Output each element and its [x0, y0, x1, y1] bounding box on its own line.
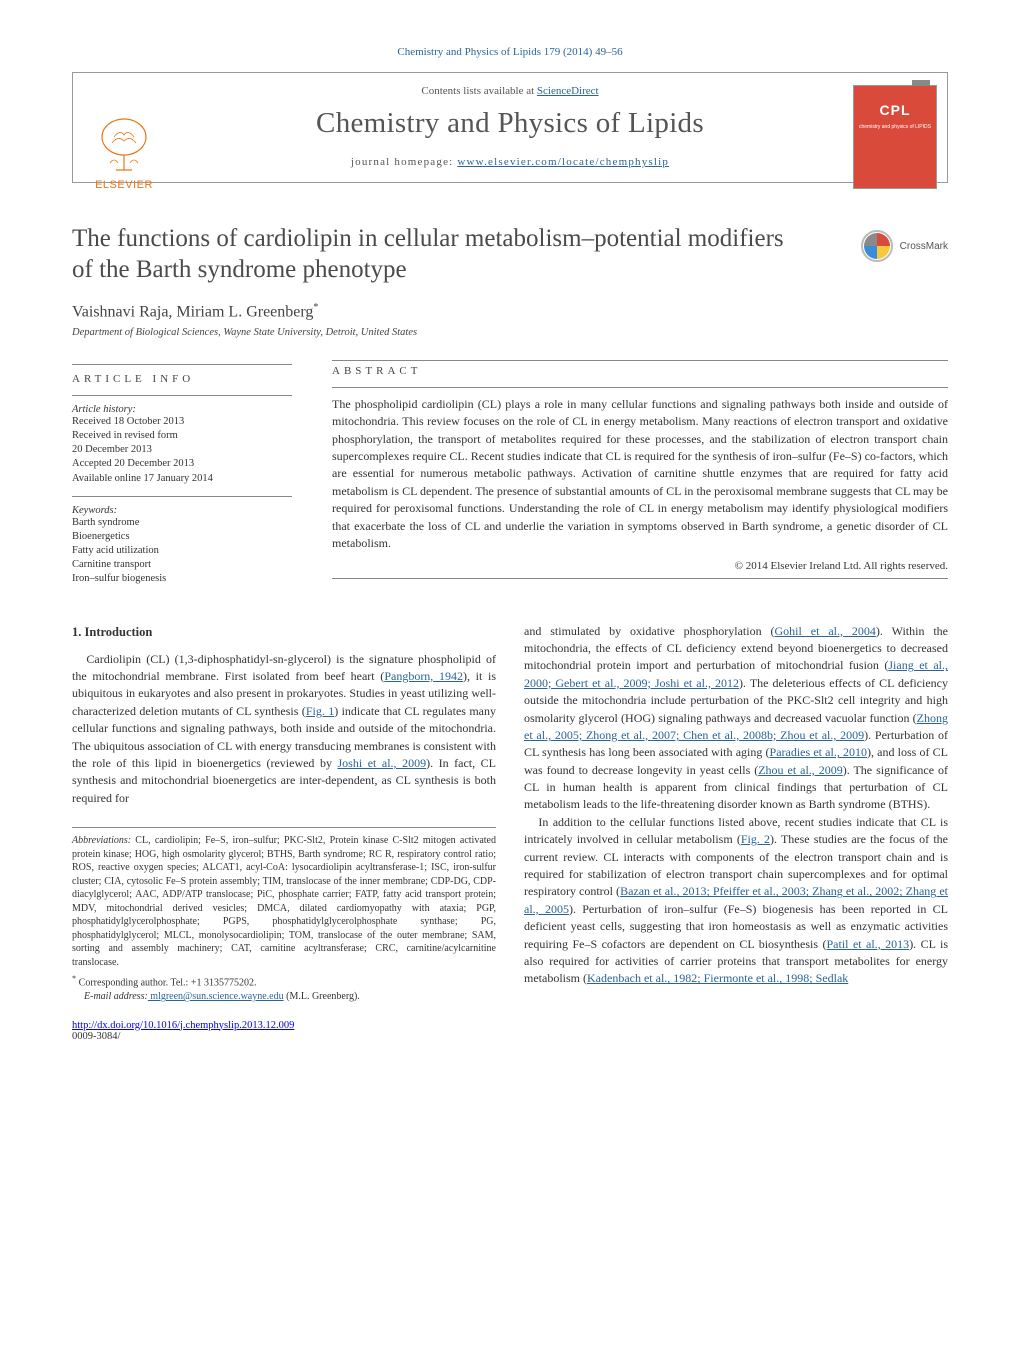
email-label: E-mail address:	[84, 991, 148, 1002]
journal-header: ELSEVIER CPL chemistry and physics of LI…	[72, 72, 948, 183]
figure-link[interactable]: Fig. 1	[306, 704, 334, 718]
citation-text: Chemistry and Physics of Lipids 179 (201…	[397, 46, 622, 58]
keyword-item: Barth syndrome	[72, 516, 292, 530]
history-revised-b: 20 December 2013	[72, 443, 292, 457]
reference-link[interactable]: Joshi et al., 2009	[338, 756, 427, 770]
keyword-item: Bioenergetics	[72, 530, 292, 544]
email-footnote: E-mail address: mlgreen@sun.science.wayn…	[72, 990, 496, 1004]
article-history-label: Article history:	[72, 404, 292, 415]
authors-line: Vaishnavi Raja, Miriam L. Greenberg*	[72, 302, 948, 321]
reference-link[interactable]: Patil et al., 2013	[826, 937, 909, 951]
history-revised-a: Received in revised form	[72, 429, 292, 443]
doi-block: http://dx.doi.org/10.1016/j.chemphyslip.…	[72, 1020, 948, 1042]
reference-link[interactable]: Gohil et al., 2004	[775, 624, 876, 638]
article-info-label: ARTICLE INFO	[72, 373, 292, 385]
journal-homepage-link[interactable]: www.elsevier.com/locate/chemphyslip	[457, 156, 669, 168]
affiliation: Department of Biological Sciences, Wayne…	[72, 327, 948, 338]
running-head: Chemistry and Physics of Lipids 179 (201…	[72, 46, 948, 58]
history-received: Received 18 October 2013	[72, 415, 292, 429]
footnotes-block: Abbreviations: CL, cardiolipin; Fe–S, ir…	[72, 827, 496, 1003]
cover-subtitle: chemistry and physics of LIPIDS	[859, 124, 931, 130]
email-suffix: (M.L. Greenberg).	[284, 991, 360, 1002]
email-link[interactable]: mlgreen@sun.science.wayne.edu	[148, 991, 284, 1002]
section-heading: 1. Introduction	[72, 623, 496, 641]
journal-cover-thumbnail: CPL chemistry and physics of LIPIDS	[853, 85, 937, 189]
column-left: 1. Introduction Cardiolipin (CL) (1,3-di…	[72, 623, 496, 1004]
corresponding-author-footnote: * Corresponding author. Tel.: +1 3135775…	[72, 973, 496, 990]
figure-link[interactable]: Fig. 2	[741, 832, 770, 846]
crossmark-label: CrossMark	[900, 241, 948, 252]
cover-cpl-text: CPL	[880, 102, 911, 118]
issn-text: 0009-3084/	[72, 1031, 120, 1042]
authors-names: Vaishnavi Raja, Miriam L. Greenberg	[72, 303, 313, 320]
column-right: and stimulated by oxidative phosphorylat…	[524, 623, 948, 1004]
elsevier-logo: ELSEVIER	[83, 101, 165, 191]
intro-paragraph-1: Cardiolipin (CL) (1,3-diphosphatidyl-sn-…	[72, 651, 496, 808]
intro-continuation: and stimulated by oxidative phosphorylat…	[524, 623, 948, 814]
abbreviations-footnote: Abbreviations: CL, cardiolipin; Fe–S, ir…	[72, 834, 496, 969]
keyword-item: Fatty acid utilization	[72, 544, 292, 558]
article-title: The functions of cardiolipin in cellular…	[72, 223, 792, 286]
intro-paragraph-2: In addition to the cellular functions li…	[524, 814, 948, 988]
elsevier-logo-text: ELSEVIER	[95, 179, 153, 191]
homepage-label: journal homepage:	[351, 156, 458, 168]
contents-available-line: Contents lists available at ScienceDirec…	[183, 85, 837, 97]
crossmark-badge[interactable]: CrossMark	[860, 229, 948, 263]
copyright-line: © 2014 Elsevier Ireland Ltd. All rights …	[332, 560, 948, 572]
journal-name: Chemistry and Physics of Lipids	[183, 107, 837, 140]
abstract-text: The phospholipid cardiolipin (CL) plays …	[332, 396, 948, 553]
corr-text: Corresponding author. Tel.: +1 313577520…	[76, 978, 256, 989]
elsevier-tree-icon	[94, 115, 154, 175]
reference-link[interactable]: Pangborn, 1942	[384, 669, 463, 683]
contents-prefix: Contents lists available at	[421, 85, 536, 97]
corresponding-marker: *	[313, 302, 318, 313]
crossmark-icon	[860, 229, 894, 263]
body-columns: 1. Introduction Cardiolipin (CL) (1,3-di…	[72, 623, 948, 1004]
abbreviations-label: Abbreviations:	[72, 835, 131, 846]
reference-link[interactable]: Paradies et al., 2010	[770, 745, 867, 759]
keyword-item: Iron–sulfur biogenesis	[72, 572, 292, 586]
doi-link[interactable]: http://dx.doi.org/10.1016/j.chemphyslip.…	[72, 1020, 294, 1031]
sciencedirect-link[interactable]: ScienceDirect	[537, 85, 599, 97]
history-online: Available online 17 January 2014	[72, 472, 292, 486]
history-accepted: Accepted 20 December 2013	[72, 457, 292, 471]
keyword-item: Carnitine transport	[72, 558, 292, 572]
reference-link[interactable]: Kadenbach et al., 1982; Fiermonte et al.…	[587, 971, 848, 985]
abbreviations-text: CL, cardiolipin; Fe–S, iron–sulfur; PKC-…	[72, 835, 496, 968]
article-info-block: ARTICLE INFO Article history: Received 1…	[72, 360, 292, 587]
keywords-label: Keywords:	[72, 505, 292, 516]
abstract-block: ABSTRACT The phospholipid cardiolipin (C…	[332, 360, 948, 587]
abstract-label: ABSTRACT	[332, 365, 948, 377]
reference-link[interactable]: Zhou et al., 2009	[758, 763, 843, 777]
journal-homepage-line: journal homepage: www.elsevier.com/locat…	[183, 156, 837, 168]
